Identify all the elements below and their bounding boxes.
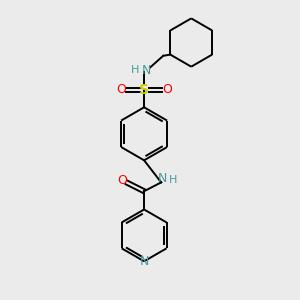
Text: N: N xyxy=(158,172,167,185)
Text: H: H xyxy=(169,175,178,185)
Text: N: N xyxy=(140,255,149,268)
Text: N: N xyxy=(142,64,151,77)
Text: S: S xyxy=(139,82,149,97)
Text: O: O xyxy=(118,174,128,188)
Text: H: H xyxy=(131,65,140,76)
Text: O: O xyxy=(116,83,126,96)
Text: O: O xyxy=(162,83,172,96)
